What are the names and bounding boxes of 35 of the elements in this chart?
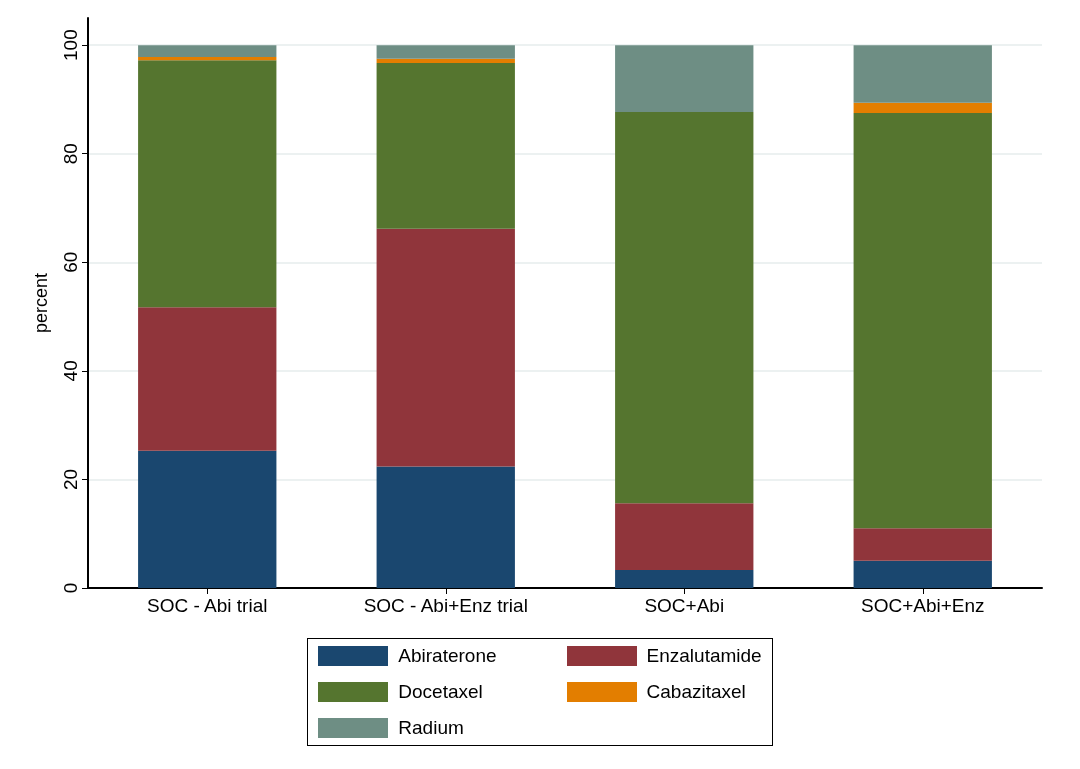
x-tick-label: SOC - Abi+Enz trial <box>363 595 528 616</box>
x-tick-label: SOC+Abi+Enz <box>860 595 985 616</box>
bar <box>138 57 277 61</box>
legend-label: Abiraterone <box>398 645 497 667</box>
y-axis-title: percent <box>31 272 51 334</box>
bar <box>138 307 277 451</box>
x-tick-label: SOC+Abi <box>644 595 725 616</box>
legend-label: Enzalutamide <box>646 645 762 667</box>
y-tick-label: 60 <box>60 251 81 273</box>
bar <box>615 45 754 112</box>
bar <box>853 560 992 588</box>
bar <box>138 450 277 588</box>
bar <box>138 60 277 308</box>
bar <box>376 466 515 588</box>
legend-label: Radium <box>398 717 464 739</box>
y-tick-label: 0 <box>60 582 81 594</box>
bar <box>853 113 992 529</box>
bar <box>376 45 515 59</box>
bar <box>853 45 992 103</box>
y-tick-label: 100 <box>60 29 81 61</box>
legend-label: Cabazitaxel <box>646 681 746 703</box>
bar <box>615 570 754 588</box>
legend-label: Docetaxel <box>398 681 483 703</box>
y-tick-label: 80 <box>60 143 81 165</box>
y-tick-label: 40 <box>60 360 81 382</box>
bar <box>615 503 754 571</box>
bar <box>376 228 515 467</box>
bar <box>376 58 515 64</box>
bar <box>376 63 515 229</box>
bar <box>853 102 992 113</box>
y-tick-label: 20 <box>60 468 81 490</box>
bar <box>138 45 277 58</box>
bar <box>853 528 992 561</box>
bar <box>615 111 754 504</box>
x-tick-label: SOC - Abi trial <box>147 595 268 616</box>
